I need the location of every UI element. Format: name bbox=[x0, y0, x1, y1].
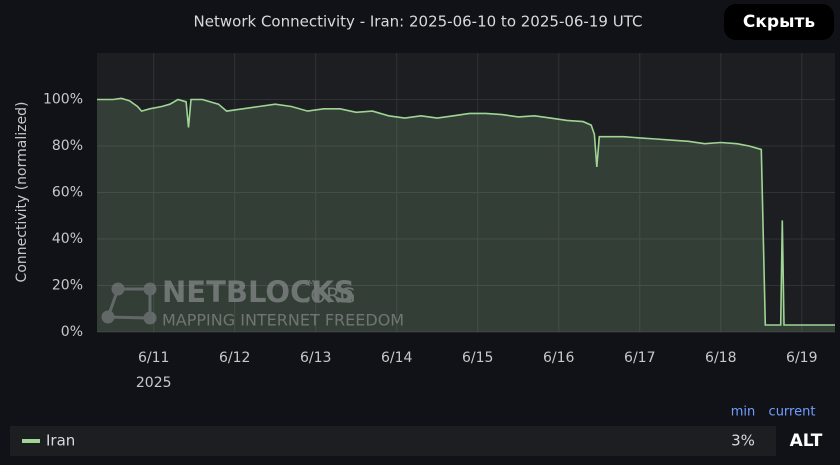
watermark-domain: .ORG bbox=[304, 284, 356, 308]
x-tick-label: 6/16 bbox=[543, 350, 575, 366]
legend-swatch bbox=[22, 439, 40, 443]
watermark-logo bbox=[101, 282, 157, 325]
alt-button[interactable]: ALT bbox=[790, 431, 823, 451]
hide-button-label[interactable]: Скрыть bbox=[743, 12, 815, 32]
area bbox=[97, 98, 835, 332]
y-tick-label: 80% bbox=[52, 138, 83, 154]
legend-label[interactable]: Iran bbox=[46, 432, 75, 450]
line bbox=[97, 97, 835, 326]
chart-title: Network Connectivity - Iran: 2025-06-10 … bbox=[194, 13, 643, 31]
y-tick-label: 60% bbox=[52, 185, 83, 201]
hide-button[interactable] bbox=[724, 4, 834, 40]
x-tick-label: 6/12 bbox=[219, 350, 250, 366]
watermark-brand: NETBLOCKS bbox=[162, 275, 355, 309]
legend-min: 3% bbox=[731, 432, 755, 450]
legend-column-header: current bbox=[769, 405, 816, 420]
watermark-tm: TM bbox=[303, 279, 314, 287]
y-tick-label: 20% bbox=[52, 278, 83, 294]
y-axis-label: Connectivity (normalized) bbox=[14, 102, 30, 283]
watermark-tagline: MAPPING INTERNET FREEDOM bbox=[162, 311, 404, 330]
x-tick-label: 6/15 bbox=[462, 350, 493, 366]
x-tick-label: 6/17 bbox=[624, 350, 655, 366]
y-tick-label: 40% bbox=[52, 231, 83, 247]
x-tick-label: 6/13 bbox=[300, 350, 331, 366]
y-tick-label: 0% bbox=[61, 324, 83, 340]
legend-column-header: min bbox=[731, 405, 756, 420]
x-tick-label: 6/11 bbox=[138, 350, 169, 366]
watermark: NETBLOCKS TM .ORG MAPPING INTERNET FREED… bbox=[101, 275, 404, 330]
y-tick-label: 100% bbox=[43, 92, 83, 108]
x-tick-label: 6/14 bbox=[381, 350, 413, 366]
legend-row bbox=[10, 426, 776, 456]
x-tick-label: 6/19 bbox=[786, 350, 817, 366]
x-tick-label: 6/18 bbox=[705, 350, 736, 366]
x-year-label: 2025 bbox=[136, 375, 172, 391]
